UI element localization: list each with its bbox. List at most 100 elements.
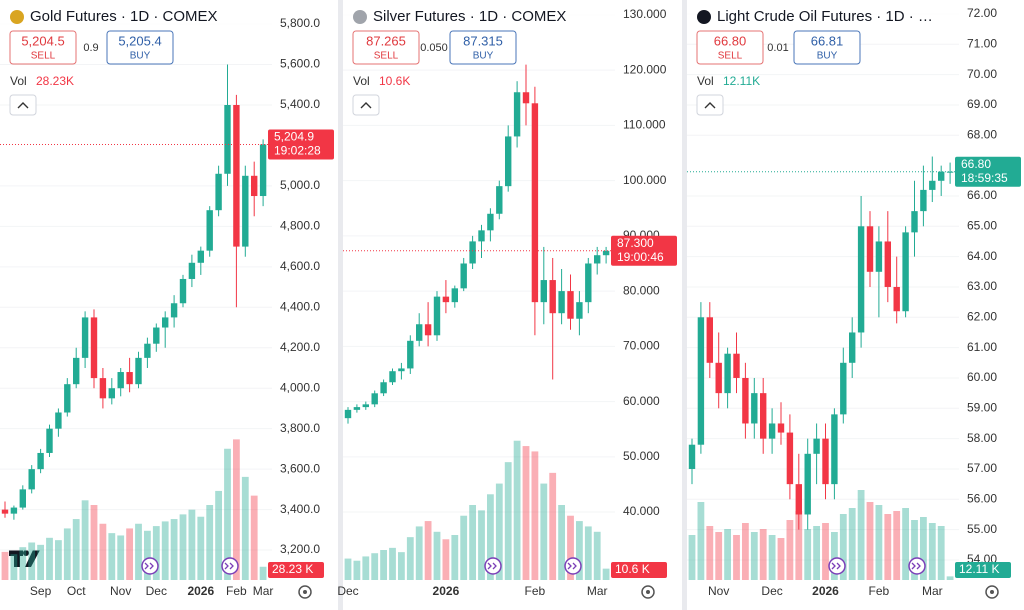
x-tick-label: Nov xyxy=(110,584,131,598)
volume-bar xyxy=(215,490,222,580)
event-icon[interactable] xyxy=(828,557,846,575)
volume-title: Vol xyxy=(10,74,27,88)
y-tick-label: 130.000 xyxy=(623,7,667,21)
candle-body xyxy=(576,302,583,319)
chart-panel: 40.00050.00060.00070.00080.00090.000100.… xyxy=(337,0,677,599)
buy-button[interactable] xyxy=(793,30,861,65)
volume-bar xyxy=(241,476,249,580)
sell-price: 5,204.5 xyxy=(21,33,64,48)
event-chevrons xyxy=(487,562,497,570)
y-tick-label: 40.000 xyxy=(623,504,660,518)
event-chevrons xyxy=(831,562,841,570)
volume-bar xyxy=(224,448,231,580)
volume-bar xyxy=(433,531,441,580)
candle-body xyxy=(389,371,396,383)
last-price-box xyxy=(955,156,1021,187)
settings-icon[interactable] xyxy=(298,585,312,599)
chart-title[interactable]: Light Crude Oil Futures · 1D · … xyxy=(717,8,933,25)
volume-bar xyxy=(688,535,696,580)
x-tick-label: Nov xyxy=(708,584,729,598)
candle-body xyxy=(724,353,731,394)
collapse-button[interactable] xyxy=(9,94,37,116)
candle-body xyxy=(786,432,794,485)
candle-body xyxy=(451,288,458,303)
event-icon[interactable] xyxy=(484,557,502,575)
event-icon[interactable] xyxy=(564,557,582,575)
volume-bar xyxy=(170,519,178,580)
y-tick-label: 66.00 xyxy=(967,188,997,202)
collapse-button[interactable] xyxy=(352,94,380,116)
volume-bar xyxy=(602,568,610,580)
buy-button[interactable] xyxy=(449,30,517,65)
candle-body xyxy=(407,340,414,369)
chart-panel: 54.0055.0056.0057.0058.0059.0060.0061.00… xyxy=(687,0,1021,599)
candle-body xyxy=(893,286,900,312)
y-tick-label: 59.00 xyxy=(967,400,997,414)
spread: 0.9 xyxy=(83,42,98,54)
candle-body xyxy=(469,241,476,264)
y-tick-label: 58.00 xyxy=(967,431,997,445)
y-tick-label: 4,200.0 xyxy=(280,340,320,354)
y-tick-label: 3,200.0 xyxy=(280,542,320,556)
chart-title[interactable]: Silver Futures · 1D · COMEX xyxy=(373,8,566,25)
candle-body xyxy=(28,469,35,490)
sell-button[interactable] xyxy=(696,30,764,65)
volume-bar xyxy=(742,523,749,580)
settings-icon[interactable] xyxy=(641,585,655,599)
candle-body xyxy=(398,368,405,372)
volume-bar xyxy=(90,505,98,580)
y-tick-label: 60.00 xyxy=(967,370,997,384)
sell-label: SELL xyxy=(374,51,399,62)
candle-body xyxy=(513,92,521,137)
candle-body xyxy=(866,226,874,272)
volume-bar xyxy=(697,502,705,580)
volume-bar xyxy=(233,439,240,580)
y-tick-label: 60.000 xyxy=(623,394,660,408)
settings-icon[interactable] xyxy=(985,585,999,599)
sell-price: 66.80 xyxy=(714,33,747,48)
buy-button[interactable] xyxy=(106,30,174,65)
y-tick-label: 100.000 xyxy=(623,173,667,187)
volume-bar xyxy=(576,521,583,580)
y-tick-label: 61.00 xyxy=(967,340,997,354)
x-tick-label: Dec xyxy=(146,584,167,598)
candle-body xyxy=(433,296,441,336)
candle-body xyxy=(144,343,151,358)
x-tick-label: Mar xyxy=(587,584,608,598)
volume-bar xyxy=(759,529,767,580)
x-tick-label: 2026 xyxy=(433,584,460,598)
candle-body xyxy=(902,232,909,312)
event-icon[interactable] xyxy=(908,557,926,575)
candle-body xyxy=(496,186,503,214)
buy-label: BUY xyxy=(130,51,151,62)
chart-title[interactable]: Gold Futures · 1D · COMEX xyxy=(30,8,218,25)
candle-body xyxy=(585,263,592,303)
candle-body xyxy=(531,103,539,303)
volume-bar xyxy=(822,523,829,580)
candle-body xyxy=(233,104,240,247)
candle-body xyxy=(558,291,565,314)
collapse-button[interactable] xyxy=(696,94,724,116)
last-price-label: 66.80 xyxy=(961,157,991,171)
volume-bar xyxy=(250,495,258,580)
candle-body xyxy=(768,423,776,439)
event-icon[interactable] xyxy=(141,557,159,575)
event-icon[interactable] xyxy=(221,557,239,575)
candle-body xyxy=(1,509,9,514)
candle-body xyxy=(442,296,450,303)
y-tick-label: 4,400.0 xyxy=(280,299,320,313)
last-price-label: 5,204.9 xyxy=(274,130,314,144)
volume-bar xyxy=(513,440,521,580)
volume-bar xyxy=(567,515,574,580)
sell-button[interactable] xyxy=(352,30,420,65)
volume-title: Vol xyxy=(353,74,370,88)
x-tick-label: Mar xyxy=(922,584,943,598)
volume-bar xyxy=(928,523,936,580)
sell-price: 87.265 xyxy=(366,33,406,48)
candle-body xyxy=(849,332,856,363)
sell-button[interactable] xyxy=(9,30,77,65)
candle-body xyxy=(99,378,107,399)
volume-bar xyxy=(733,535,740,580)
volume-marker: 28.23 K xyxy=(272,562,313,576)
candle-body xyxy=(416,324,423,341)
